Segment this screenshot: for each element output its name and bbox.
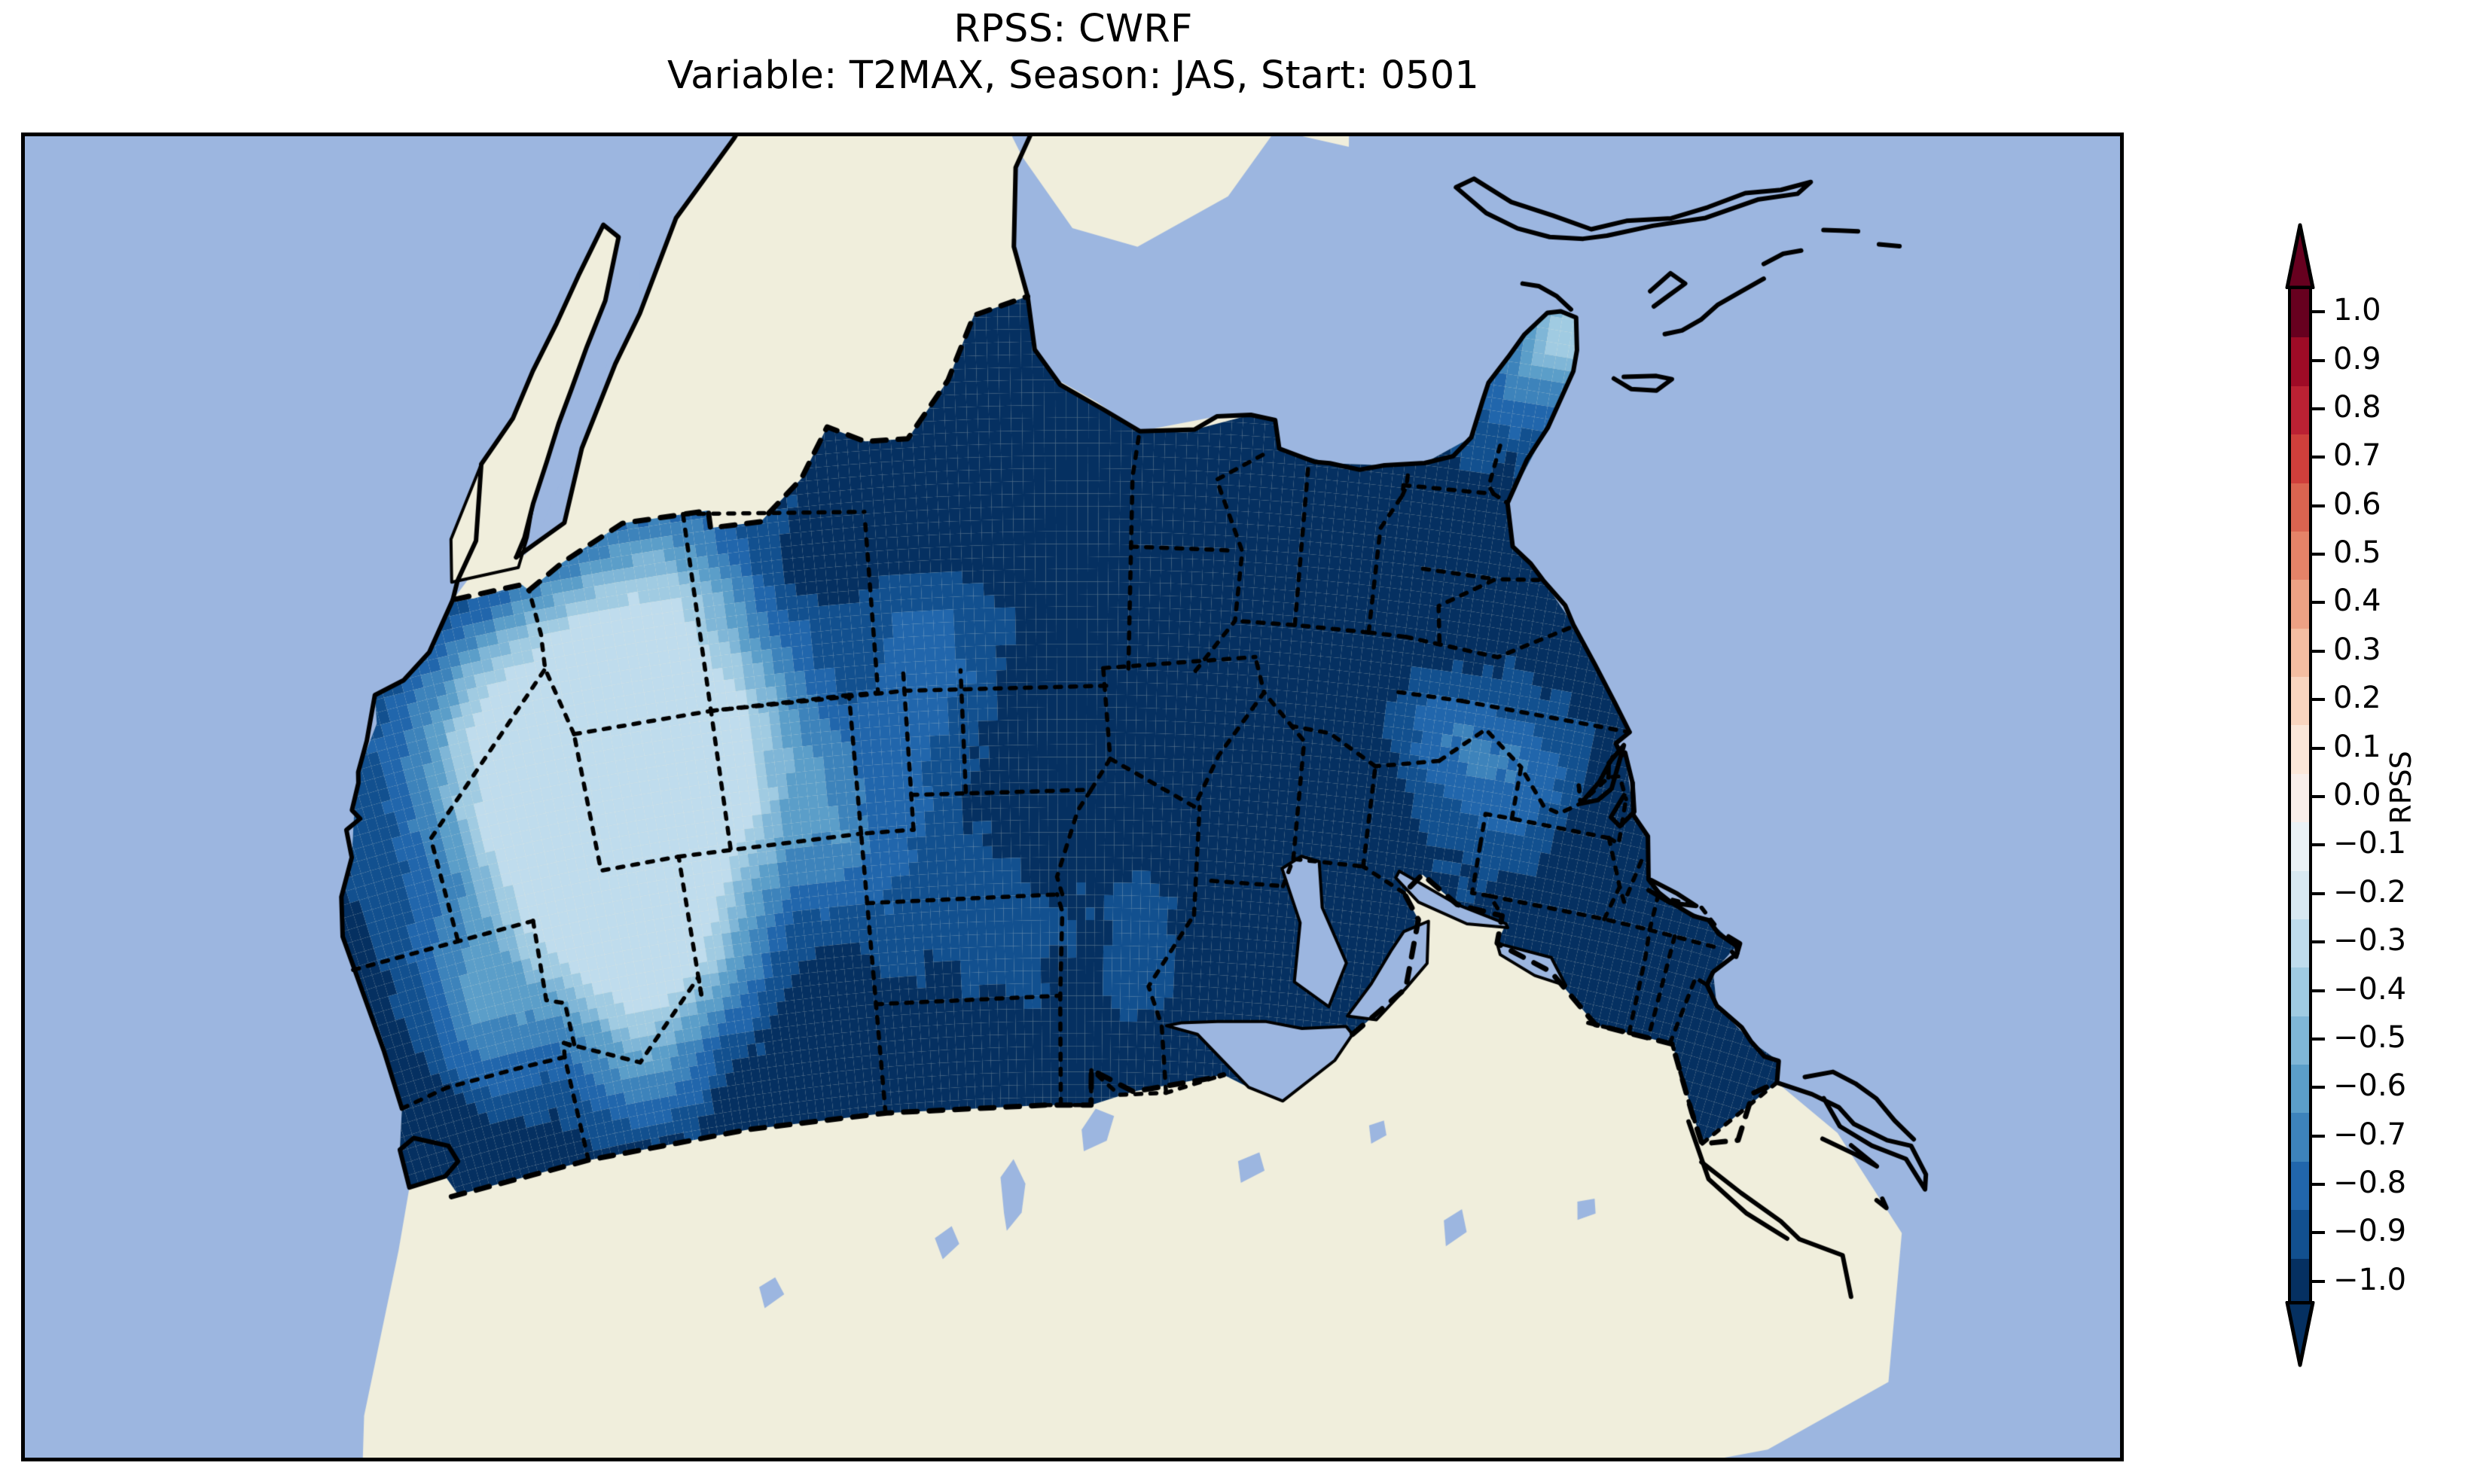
- colorbar-segment: [2291, 1016, 2309, 1065]
- colorbar-segment: [2291, 1161, 2309, 1211]
- colorbar-tick: [2312, 456, 2325, 459]
- colorbar-segment: [2291, 1258, 2309, 1308]
- colorbar-tick: [2312, 407, 2325, 410]
- colorbar-segment: [2291, 628, 2309, 678]
- colorbar-tick-label: −0.5: [2333, 1019, 2407, 1055]
- colorbar-tick-label: 0.7: [2333, 438, 2381, 474]
- colorbar-segment: [2291, 773, 2309, 823]
- colorbar-tick-label: 0.2: [2333, 681, 2381, 716]
- colorbar-segment: [2291, 337, 2309, 387]
- colorbar-segment: [2291, 725, 2309, 775]
- colorbar-tick-label: −0.9: [2333, 1214, 2407, 1249]
- colorbar-max-extend-arrow: [2285, 223, 2315, 289]
- colorbar-tick-label: 1.0: [2333, 293, 2381, 328]
- colorbar-segment: [2291, 434, 2309, 484]
- colorbar-tick: [2312, 1086, 2325, 1089]
- colorbar-tick-label: 0.0: [2333, 778, 2381, 812]
- colorbar-tick: [2312, 1183, 2325, 1187]
- colorbar-tick-label: −0.1: [2333, 826, 2407, 861]
- colorbar-tick: [2312, 940, 2325, 944]
- colorbar-tick: [2312, 504, 2325, 507]
- colorbar: 1.0 0.9 0.8 0.7 0.6 0.5 0.4 0.3 0.2 0.1 0.0 −0.1 −0.…: [2285, 223, 2474, 1367]
- colorbar-tick: [2312, 1279, 2325, 1283]
- colorbar-tick: [2312, 601, 2325, 605]
- rpss-choropleth-map: [25, 136, 2120, 1458]
- title-line-2: Variable: T2MAX, Season: JAS, Start: 050…: [667, 53, 1480, 98]
- colorbar-segment: [2291, 677, 2309, 727]
- colorbar-tick-label: 0.9: [2333, 341, 2381, 376]
- colorbar-tick-label: 0.3: [2333, 632, 2381, 667]
- colorbar-tick: [2312, 746, 2325, 750]
- colorbar-segment: [2291, 870, 2309, 920]
- colorbar-tick-label: −0.4: [2333, 971, 2407, 1007]
- colorbar-segment: [2291, 289, 2309, 339]
- colorbar-segment: [2291, 385, 2309, 435]
- colorbar-tick-label: −0.6: [2333, 1068, 2407, 1104]
- map-frame: [21, 133, 2124, 1461]
- colorbar-tick-label: −0.3: [2333, 923, 2407, 958]
- colorbar-tick: [2312, 310, 2325, 314]
- colorbar-axis-label: RPSS: [2384, 751, 2418, 824]
- colorbar-segment: [2291, 580, 2309, 629]
- colorbar-tick-label: −1.0: [2333, 1262, 2407, 1297]
- colorbar-segment: [2291, 531, 2309, 580]
- colorbar-tick-label: 0.5: [2333, 535, 2381, 571]
- colorbar-tick-label: 0.1: [2333, 729, 2381, 764]
- colorbar-tick: [2312, 649, 2325, 653]
- figure-title: RPSS: CWRF Variable: T2MAX, Season: JAS,…: [0, 6, 2146, 99]
- colorbar-tick: [2312, 989, 2325, 992]
- colorbar-segment: [2291, 1113, 2309, 1163]
- colorbar-tick: [2312, 795, 2325, 798]
- colorbar-tick-label: 0.8: [2333, 389, 2381, 425]
- colorbar-min-extend-arrow: [2285, 1301, 2315, 1367]
- colorbar-segment: [2291, 483, 2309, 532]
- colorbar-segment: [2291, 967, 2309, 1017]
- colorbar-tick-label: −0.2: [2333, 874, 2407, 910]
- colorbar-segment: [2291, 822, 2309, 872]
- title-line-1: RPSS: CWRF: [953, 7, 1193, 51]
- colorbar-tick: [2312, 1231, 2325, 1235]
- colorbar-tick-label: 0.4: [2333, 584, 2381, 619]
- colorbar-tick-label: −0.8: [2333, 1166, 2407, 1201]
- colorbar-tick: [2312, 1037, 2325, 1041]
- colorbar-segment: [2291, 1065, 2309, 1114]
- colorbar-segment: [2291, 919, 2309, 969]
- colorbar-gradient: [2288, 286, 2312, 1308]
- colorbar-tick: [2312, 553, 2325, 556]
- colorbar-tick: [2312, 891, 2325, 895]
- colorbar-tick-label: 0.6: [2333, 486, 2381, 522]
- colorbar-tick: [2312, 358, 2325, 362]
- colorbar-segment: [2291, 1210, 2309, 1260]
- colorbar-tick: [2312, 1134, 2325, 1138]
- colorbar-tick-label: −0.7: [2333, 1117, 2407, 1152]
- colorbar-tick: [2312, 843, 2325, 847]
- colorbar-tick: [2312, 698, 2325, 702]
